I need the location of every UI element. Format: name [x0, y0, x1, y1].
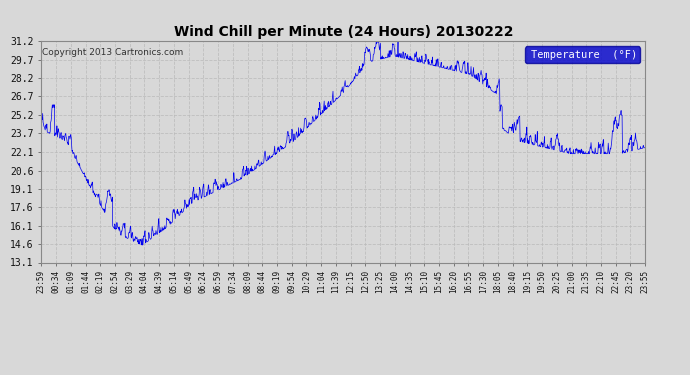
Text: Copyright 2013 Cartronics.com: Copyright 2013 Cartronics.com [42, 48, 184, 57]
Legend: Temperature  (°F): Temperature (°F) [525, 46, 640, 63]
Title: Wind Chill per Minute (24 Hours) 20130222: Wind Chill per Minute (24 Hours) 2013022… [173, 25, 513, 39]
